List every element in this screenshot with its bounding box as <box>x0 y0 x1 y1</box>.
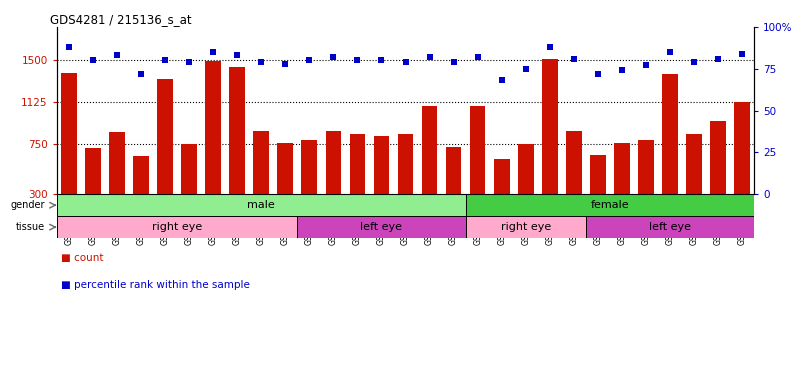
Bar <box>205 61 221 194</box>
Point <box>423 54 436 60</box>
Bar <box>446 147 461 194</box>
Point <box>399 59 412 65</box>
Point <box>447 59 460 65</box>
Bar <box>230 67 245 194</box>
Point <box>375 57 388 63</box>
Bar <box>350 134 365 194</box>
Point <box>519 66 532 72</box>
Point <box>182 59 195 65</box>
Bar <box>57 216 298 238</box>
Point <box>135 71 148 77</box>
Bar <box>253 131 269 194</box>
Text: tissue: tissue <box>15 222 45 232</box>
Text: left eye: left eye <box>649 222 691 232</box>
Point <box>279 61 292 67</box>
Bar <box>133 156 148 194</box>
Point <box>616 67 629 73</box>
Bar <box>181 144 197 194</box>
Point <box>712 56 725 62</box>
Point <box>230 52 243 58</box>
Point <box>255 59 268 65</box>
Bar <box>590 155 606 194</box>
Bar <box>374 136 389 194</box>
Bar <box>466 216 586 238</box>
Bar <box>422 106 437 194</box>
Text: gender: gender <box>11 200 45 210</box>
Point <box>496 77 508 83</box>
Point <box>86 57 99 63</box>
Text: right eye: right eye <box>500 222 551 232</box>
Text: right eye: right eye <box>152 222 202 232</box>
Bar <box>466 194 754 216</box>
Bar <box>325 131 341 194</box>
Bar <box>298 216 466 238</box>
Text: female: female <box>590 200 629 210</box>
Bar <box>710 121 726 194</box>
Bar <box>542 59 558 194</box>
Point <box>207 49 220 55</box>
Bar <box>494 159 509 194</box>
Bar <box>397 134 414 194</box>
Point <box>736 51 749 57</box>
Point <box>591 71 604 77</box>
Bar <box>57 194 466 216</box>
Bar <box>614 143 630 194</box>
Text: left eye: left eye <box>360 222 402 232</box>
Bar <box>663 74 678 194</box>
Bar <box>518 144 534 194</box>
Bar <box>566 131 581 194</box>
Bar <box>735 102 750 194</box>
Point <box>568 56 581 62</box>
Point <box>688 59 701 65</box>
Text: ■ count: ■ count <box>61 253 103 263</box>
Point <box>62 44 75 50</box>
Point <box>303 57 315 63</box>
Bar <box>586 216 754 238</box>
Bar <box>85 149 101 194</box>
Point <box>471 54 484 60</box>
Bar <box>302 139 317 194</box>
Bar <box>157 79 173 194</box>
Bar <box>638 139 654 194</box>
Point <box>327 54 340 60</box>
Bar <box>686 134 702 194</box>
Point <box>158 57 171 63</box>
Bar <box>109 132 125 194</box>
Text: ■ percentile rank within the sample: ■ percentile rank within the sample <box>61 280 250 290</box>
Text: GDS4281 / 215136_s_at: GDS4281 / 215136_s_at <box>49 13 191 26</box>
Text: male: male <box>247 200 275 210</box>
Bar <box>61 73 76 194</box>
Point <box>351 57 364 63</box>
Point <box>663 49 676 55</box>
Bar <box>277 143 293 194</box>
Point <box>543 44 556 50</box>
Point <box>110 52 123 58</box>
Point <box>640 62 653 68</box>
Bar <box>470 106 486 194</box>
